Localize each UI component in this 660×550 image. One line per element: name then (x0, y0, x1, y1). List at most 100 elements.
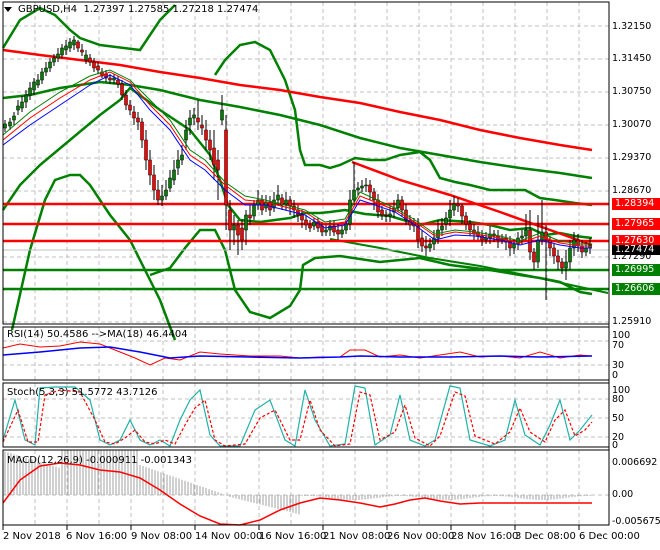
candle-body (400, 199, 404, 211)
candle-body (536, 239, 540, 263)
candle-body (336, 229, 340, 235)
candle-body (280, 197, 284, 206)
rsi-line (2, 341, 593, 366)
candle-body (3, 123, 7, 129)
macd-tick: 0.00 (612, 489, 634, 500)
candle-body (356, 187, 360, 191)
macd-signal-line (2, 462, 592, 526)
candle-body (332, 225, 336, 233)
candle-body (308, 224, 312, 229)
candle-body (40, 71, 44, 81)
candle-body (164, 189, 168, 197)
candle-body (84, 54, 88, 61)
candle-body (360, 185, 364, 189)
candle-body (76, 41, 80, 49)
candle-body (520, 235, 524, 239)
time-tick: 2 Nov 2018 (3, 531, 61, 542)
candle-body (92, 61, 96, 69)
candle-body (20, 101, 24, 109)
candle-body (556, 255, 560, 263)
candle-body (388, 213, 392, 217)
candle-body (128, 104, 132, 111)
candle-body (552, 247, 556, 257)
candle-body (384, 214, 388, 217)
candle-body (480, 235, 484, 241)
rsi-tick: 0 (612, 370, 619, 381)
time-tick: 26 Nov 00:00 (387, 531, 455, 542)
level-tag-3: 1.27630 (612, 235, 660, 247)
candle-body (560, 261, 564, 269)
candle-body (200, 124, 204, 129)
candle-body (16, 105, 20, 111)
stoch-signal-line (2, 389, 593, 447)
candle-body (28, 87, 32, 96)
candle-body (88, 57, 92, 63)
candle-body (284, 199, 288, 205)
candle-body (80, 49, 84, 53)
stoch-tick: 20 (612, 432, 625, 443)
candle-body (580, 245, 584, 253)
time-tick: 28 Nov 16:00 (451, 531, 519, 542)
candle-body (8, 121, 12, 127)
candle-body (468, 223, 472, 231)
rsi-label: RSI(14) 50.4586 -->MA(18) 46.4404 (7, 329, 188, 340)
candle-body (108, 77, 112, 81)
bollinger-upper (1, 4, 176, 52)
long-ma (2, 48, 593, 152)
candle-body (456, 203, 460, 207)
candle-body (368, 184, 372, 193)
candle-body (72, 39, 76, 46)
level-tag-5: 1.26606 (612, 283, 660, 295)
time-tick: 16 Nov 16:00 (259, 531, 327, 542)
rsi-tick: 30 (612, 360, 625, 371)
candle-body (60, 47, 64, 56)
candle-body (228, 209, 232, 231)
candle-body (420, 237, 424, 247)
candle-body (548, 239, 552, 249)
candle-body (396, 199, 400, 209)
candle-body (312, 221, 316, 227)
time-tick: 6 Dec 00:00 (579, 531, 640, 542)
candle-body (244, 214, 248, 231)
candle-body (584, 247, 588, 253)
candle-body (192, 114, 196, 119)
stoch-tick: 80 (612, 394, 625, 405)
current-price-tag: 1.27474 (612, 245, 660, 255)
candle-body (144, 139, 148, 161)
candle-body (524, 229, 528, 237)
level-tag-2: 1.27965 (612, 218, 660, 230)
bollinger-upper-2 (213, 40, 593, 207)
candle-body (288, 199, 292, 207)
candle-body (564, 261, 568, 269)
price-tick: 1.30070 (612, 119, 652, 130)
rsi-tick: 70 (612, 340, 625, 351)
time-tick: 9 Nov 08:00 (131, 531, 193, 542)
candle-body (460, 205, 464, 217)
candle-body (160, 195, 164, 201)
price-tick: 1.25910 (612, 316, 652, 327)
stoch-main-line (2, 385, 593, 447)
candle-body (44, 67, 48, 73)
candle-body (96, 65, 100, 71)
candle-body (112, 77, 116, 81)
candle-body (120, 83, 124, 96)
candle-body (116, 79, 120, 85)
candle-body (136, 117, 140, 123)
bollinger-middle (2, 80, 593, 180)
rsi-tick: 100 (612, 330, 631, 341)
candle-body (248, 214, 252, 219)
time-tick: 14 Nov 00:00 (195, 531, 263, 542)
candle-body (212, 147, 216, 166)
stoch-tick: 0 (612, 440, 619, 451)
price-tick: 1.29370 (612, 152, 652, 163)
candle-body (64, 45, 68, 51)
rsi-ma-line (2, 346, 593, 359)
time-tick: 3 Dec 08:00 (515, 531, 576, 542)
candle-body (328, 225, 332, 231)
ma-blue (2, 74, 592, 249)
dropdown-arrow-icon[interactable] (4, 6, 12, 12)
candle-body (32, 81, 36, 91)
candle-body (52, 57, 56, 63)
candle-body (276, 194, 280, 201)
